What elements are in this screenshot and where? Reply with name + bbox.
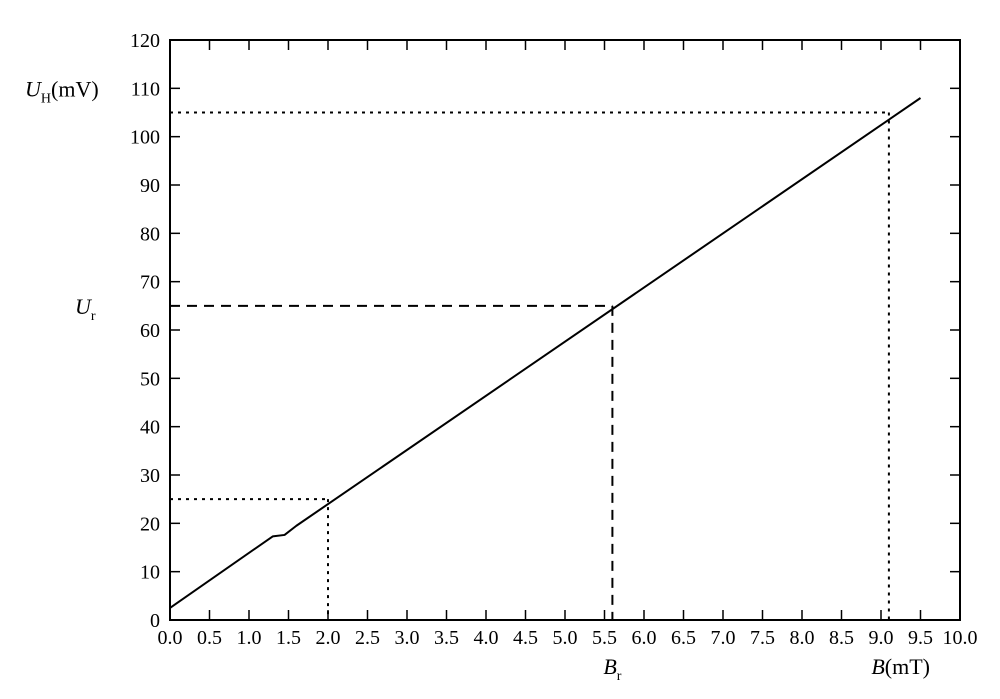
x-tick-label: 2.0 xyxy=(316,627,341,649)
x-tick-label: 1.0 xyxy=(237,627,262,649)
y-tick-label: 10 xyxy=(140,562,160,584)
x-tick-label: 0.0 xyxy=(158,627,183,649)
x-tick-label: 2.5 xyxy=(355,627,380,649)
annotation-ur: Ur xyxy=(75,294,96,324)
x-tick-label: 5.0 xyxy=(553,627,578,649)
x-tick-label: 10.0 xyxy=(943,627,978,649)
x-tick-label: 5.5 xyxy=(592,627,617,649)
annotation-br: Br xyxy=(603,654,621,684)
x-tick-label: 6.5 xyxy=(671,627,696,649)
x-tick-label: 1.5 xyxy=(276,627,301,649)
y-tick-label: 60 xyxy=(140,320,160,342)
y-tick-label: 90 xyxy=(140,175,160,197)
x-tick-label: 7.5 xyxy=(750,627,775,649)
x-tick-label: 3.5 xyxy=(434,627,459,649)
y-tick-label: 100 xyxy=(130,127,160,149)
x-tick-label: 0.5 xyxy=(197,627,222,649)
line-chart: 0.0 0.5 1.0 1.5 2.0 2.5 3.0 3.5 4.0 4.5 5.0 5.5 6.0 6… xyxy=(0,0,1000,699)
y-tick-label: 20 xyxy=(140,513,160,535)
y-tick-label: 40 xyxy=(140,417,160,439)
x-tick-label: 4.0 xyxy=(474,627,499,649)
data-line xyxy=(170,98,921,608)
y-tick-label: 110 xyxy=(131,78,160,100)
y-tick-label: 120 xyxy=(130,30,160,52)
y-tick-label: 80 xyxy=(140,223,160,245)
x-tick-label: 9.0 xyxy=(869,627,894,649)
y-tick-label: 0 xyxy=(150,610,160,632)
y-axis-title: UH(mV) xyxy=(25,76,99,106)
x-tick-label: 8.5 xyxy=(829,627,854,649)
x-tick-label: 4.5 xyxy=(513,627,538,649)
y-tick-label: 70 xyxy=(140,272,160,294)
y-tick-label: 50 xyxy=(140,368,160,390)
x-tick-label: 6.0 xyxy=(632,627,657,649)
x-tick-label: 8.0 xyxy=(790,627,815,649)
x-tick-label: 9.5 xyxy=(908,627,933,649)
y-tick-label: 30 xyxy=(140,465,160,487)
x-axis-title: B(mT) xyxy=(871,654,930,679)
x-tick-label: 7.0 xyxy=(711,627,736,649)
x-tick-label: 3.0 xyxy=(395,627,420,649)
